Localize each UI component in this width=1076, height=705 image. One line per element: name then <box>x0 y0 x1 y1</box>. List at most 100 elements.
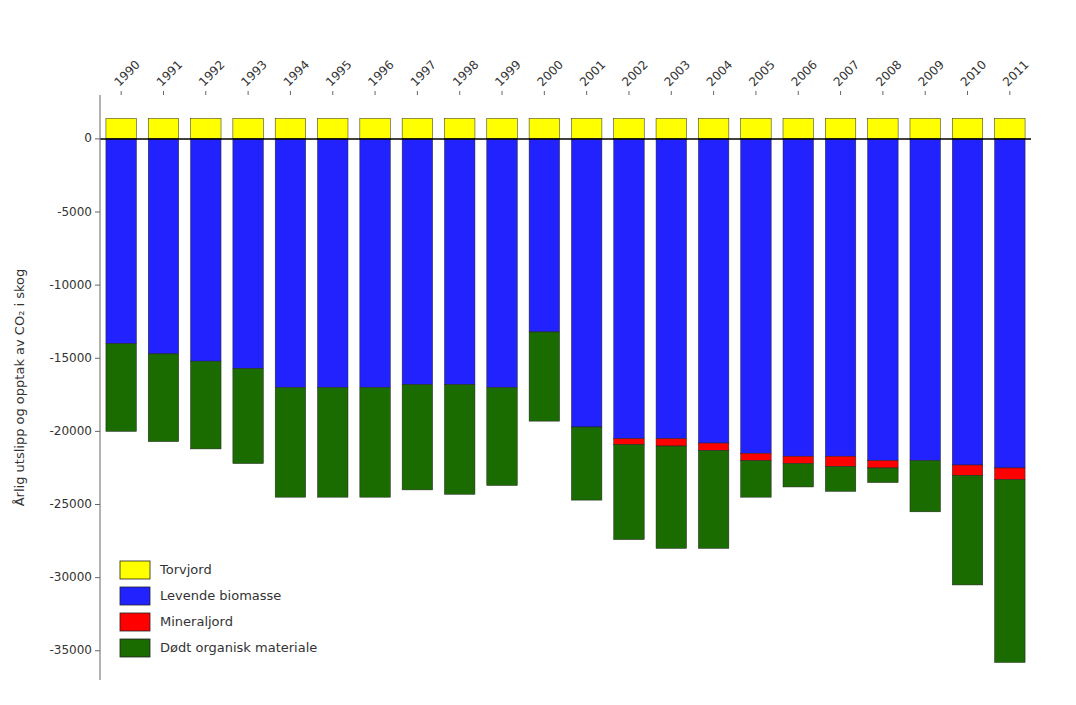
bar <box>529 332 559 421</box>
x-tick <box>925 91 926 95</box>
x-tick <box>798 91 799 95</box>
y-tick <box>95 504 100 505</box>
bar <box>529 139 559 332</box>
legend-label: Mineraljord <box>160 614 233 629</box>
bar <box>275 118 305 138</box>
x-tick <box>671 91 672 95</box>
y-tick-label: -5000 <box>57 205 92 219</box>
x-tick-label: 1994 <box>281 58 312 89</box>
bar <box>191 139 221 361</box>
legend: TorvjordLevende biomasseMineraljordDødt … <box>120 561 317 657</box>
bar <box>910 139 940 461</box>
x-tick <box>290 91 291 95</box>
bar <box>529 118 559 119</box>
x-tick-label: 1999 <box>492 58 523 89</box>
x-tick-label: 2007 <box>831 58 862 89</box>
bar <box>148 354 178 442</box>
bar <box>825 139 855 456</box>
bar <box>783 118 813 138</box>
bar <box>275 139 305 388</box>
x-tick-label: 2005 <box>746 58 777 89</box>
bar <box>910 118 940 119</box>
bar <box>656 118 686 138</box>
y-tick-label: -25000 <box>49 497 92 511</box>
bar <box>360 139 390 388</box>
series <box>106 332 1025 663</box>
bar <box>318 139 348 388</box>
x-tick <box>713 91 714 95</box>
bar <box>402 118 432 138</box>
bar <box>868 468 898 483</box>
bar <box>741 118 771 138</box>
bar <box>741 461 771 498</box>
bar <box>444 118 474 138</box>
bar <box>402 139 432 385</box>
bar <box>106 139 136 344</box>
x-tick-label: 1995 <box>323 58 354 89</box>
y-tick-label: -20000 <box>49 424 92 438</box>
y-tick <box>95 650 100 651</box>
legend-swatch <box>120 613 150 631</box>
bar <box>233 118 263 138</box>
bars <box>106 118 1025 662</box>
bar <box>656 446 686 548</box>
x-tick-label: 2002 <box>619 58 650 89</box>
bar <box>995 480 1025 663</box>
bar <box>318 118 348 119</box>
x-tick-label: 2010 <box>958 58 989 89</box>
bar <box>487 388 517 486</box>
bar <box>275 388 305 498</box>
y-axis-label: Årlig utslipp og opptak av CO₂ i skog <box>12 269 27 507</box>
x-tick-label: 2004 <box>704 58 735 89</box>
bar <box>783 139 813 456</box>
bar <box>402 385 432 490</box>
bar <box>402 118 432 119</box>
x-tick-label: 2006 <box>788 58 819 89</box>
bar <box>571 118 601 119</box>
y-tick-label: -30000 <box>49 570 92 584</box>
bar <box>614 439 644 445</box>
y-tick <box>95 285 100 286</box>
bar <box>656 439 686 446</box>
y-axis-line <box>100 95 101 680</box>
bar <box>318 118 348 138</box>
x-tick <box>121 91 122 95</box>
x-tick-label: 1993 <box>238 58 269 89</box>
zero-line <box>100 138 1031 140</box>
x-tick <box>544 91 545 95</box>
bar <box>952 139 982 465</box>
x-tick <box>248 91 249 95</box>
bar <box>233 118 263 119</box>
x-tick-label: 2001 <box>577 58 608 89</box>
x-tick <box>755 91 756 95</box>
x-tick <box>332 91 333 95</box>
bar <box>656 139 686 439</box>
x-tick <box>417 91 418 95</box>
bar <box>191 118 221 138</box>
x-axis: 1990199119921993199419951996199719981999… <box>111 58 1031 95</box>
chart: 0-5000-10000-15000-20000-25000-30000-350… <box>0 0 1076 705</box>
x-tick-label: 1992 <box>196 58 227 89</box>
bar <box>825 456 855 466</box>
bar <box>233 368 263 463</box>
x-tick-label: 1991 <box>154 58 185 89</box>
x-tick <box>375 91 376 95</box>
bar <box>360 118 390 119</box>
y-tick-label: -10000 <box>49 278 92 292</box>
bar <box>571 139 601 427</box>
bar <box>995 468 1025 480</box>
bar <box>233 139 263 369</box>
bar <box>783 456 813 463</box>
bar <box>444 139 474 385</box>
y-tick <box>95 138 100 139</box>
y-tick-label: -35000 <box>49 643 92 657</box>
bar <box>318 388 348 498</box>
bar <box>952 465 982 475</box>
legend-label: Dødt organisk materiale <box>160 640 317 655</box>
bar <box>995 139 1025 468</box>
y-tick <box>95 212 100 213</box>
x-tick <box>163 91 164 95</box>
x-tick-label: 1996 <box>365 58 396 89</box>
bar <box>741 453 771 460</box>
bar <box>487 118 517 138</box>
